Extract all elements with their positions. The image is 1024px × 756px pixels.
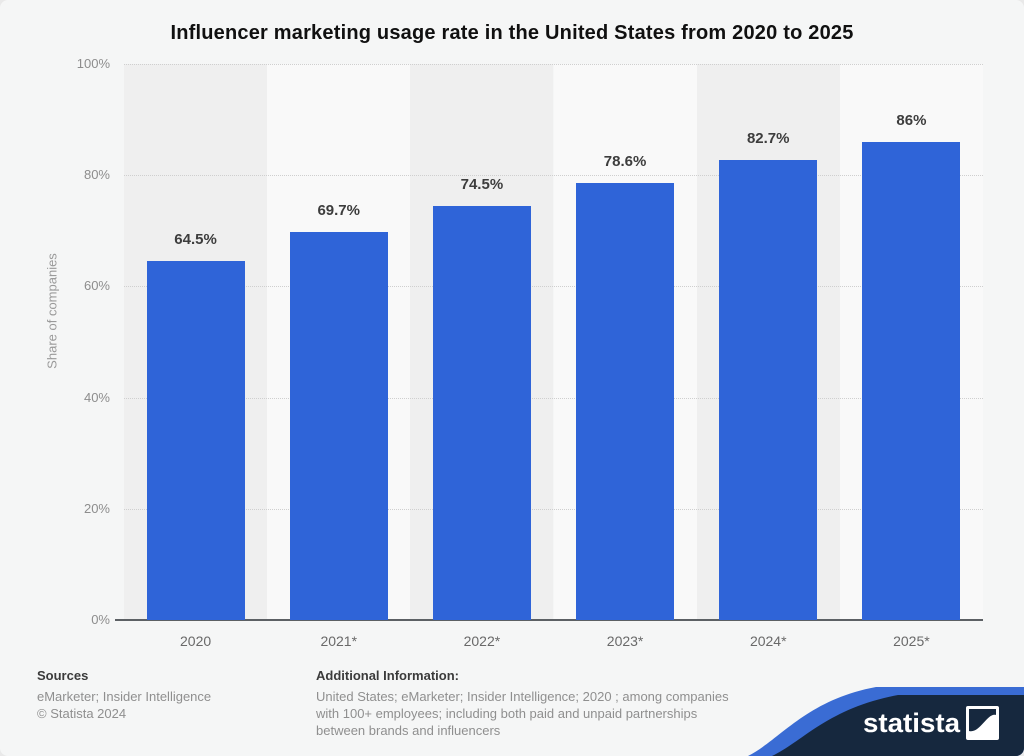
- bar: [289, 232, 388, 620]
- additional-info-line: with 100+ employees; including both paid…: [316, 706, 698, 721]
- y-tick-label: 100%: [76, 56, 110, 71]
- x-tick-label: 2021*: [320, 633, 358, 649]
- sources-heading: Sources: [37, 668, 89, 683]
- glyph-wave: [969, 709, 996, 732]
- gridline: [124, 286, 983, 288]
- bar-value-label: 74.5%: [460, 175, 504, 193]
- y-tick-label: 80%: [83, 167, 110, 183]
- statista-glyph-icon: [966, 706, 999, 740]
- y-tick-label: 60%: [83, 278, 110, 294]
- bar-value-label: 69.7%: [317, 202, 360, 220]
- bar: [862, 141, 961, 620]
- additional-info-heading: Additional Information:: [316, 668, 459, 683]
- additional-info-line: between brands and influencers: [316, 723, 501, 738]
- bar: [432, 205, 531, 620]
- x-tick-label: 2022*: [463, 633, 501, 649]
- x-tick-label: 2020: [180, 633, 212, 649]
- y-tick-label: 0%: [91, 612, 110, 627]
- gridline: [124, 397, 983, 399]
- sources-line: eMarketer; Insider Intelligence: [37, 689, 212, 704]
- additional-info-block: Additional Information: United States; e…: [316, 668, 766, 739]
- bar-value-label: 86%: [896, 111, 927, 129]
- bar-value-label: 78.6%: [603, 152, 647, 170]
- x-tick-label: 2024*: [749, 633, 787, 649]
- bar: [576, 182, 675, 620]
- gridline: [124, 175, 983, 177]
- bar: [146, 261, 245, 620]
- copyright-line: © Statista 2024: [37, 706, 127, 721]
- y-tick-label: 40%: [83, 389, 110, 405]
- sources-block: Sources eMarketer; Insider Intelligence …: [37, 668, 211, 722]
- x-tick-label: 2023*: [606, 633, 644, 649]
- bar: [719, 160, 818, 620]
- y-tick-label: 20%: [83, 500, 110, 516]
- gridline: [124, 508, 983, 510]
- gridline: [124, 64, 983, 65]
- bar-value-label: 82.7%: [746, 130, 790, 148]
- x-axis-line: [115, 619, 983, 621]
- y-axis-title: Share of companies: [44, 253, 60, 369]
- bar-value-label: 64.5%: [174, 231, 217, 249]
- logo-swoosh: [772, 695, 1024, 756]
- x-tick-label: 2025*: [893, 633, 930, 649]
- additional-info-line: United States; eMarketer; Insider Intell…: [316, 689, 729, 704]
- statista-logo: statista: [748, 687, 1024, 756]
- logo-wordmark: statista: [863, 708, 961, 738]
- chart-title: Influencer marketing usage rate in the U…: [170, 22, 854, 44]
